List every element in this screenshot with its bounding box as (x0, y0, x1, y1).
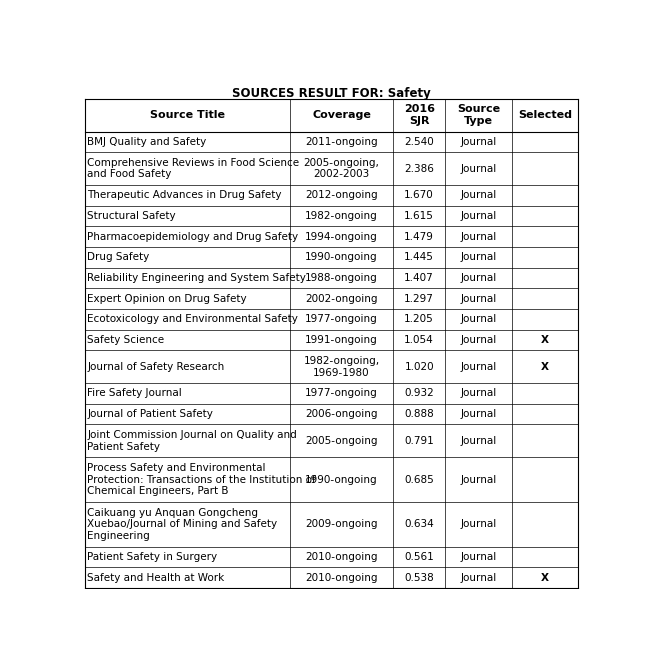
Text: 0.888: 0.888 (404, 409, 434, 419)
Text: 1.445: 1.445 (404, 252, 434, 262)
Text: 1982-ongoing: 1982-ongoing (305, 211, 378, 221)
Text: Journal: Journal (460, 190, 496, 201)
Text: 1.020: 1.020 (404, 361, 434, 372)
Text: 1.205: 1.205 (404, 314, 434, 324)
Text: 2.540: 2.540 (404, 137, 434, 147)
Text: 2005-ongoing,
2002-2003: 2005-ongoing, 2002-2003 (303, 158, 379, 179)
Text: 1.297: 1.297 (404, 294, 434, 304)
Text: 2005-ongoing: 2005-ongoing (305, 436, 378, 446)
Text: Therapeutic Advances in Drug Safety: Therapeutic Advances in Drug Safety (87, 190, 281, 201)
Text: Process Safety and Environmental
Protection: Transactions of the Institution of
: Process Safety and Environmental Protect… (87, 463, 316, 496)
Text: Journal: Journal (460, 273, 496, 283)
Text: X: X (541, 573, 549, 583)
Text: 1.479: 1.479 (404, 232, 434, 242)
Text: Ecotoxicology and Environmental Safety: Ecotoxicology and Environmental Safety (87, 314, 298, 324)
Text: Journal: Journal (460, 164, 496, 173)
Text: 0.791: 0.791 (404, 436, 434, 446)
Text: Coverage: Coverage (312, 110, 371, 120)
Text: Journal of Safety Research: Journal of Safety Research (87, 361, 225, 372)
Text: Journal: Journal (460, 232, 496, 242)
Text: Journal: Journal (460, 552, 496, 562)
Text: Selected: Selected (518, 110, 572, 120)
Text: Caikuang yu Anquan Gongcheng
Xuebao/Journal of Mining and Safety
Engineering: Caikuang yu Anquan Gongcheng Xuebao/Jour… (87, 508, 278, 541)
Text: Journal: Journal (460, 335, 496, 345)
Text: 1.670: 1.670 (404, 190, 434, 201)
Text: Journal of Patient Safety: Journal of Patient Safety (87, 409, 213, 419)
Text: Journal: Journal (460, 409, 496, 419)
Text: Journal: Journal (460, 573, 496, 583)
Text: Journal: Journal (460, 436, 496, 446)
Text: 1.407: 1.407 (404, 273, 434, 283)
Text: 2006-ongoing: 2006-ongoing (305, 409, 378, 419)
Text: 1991-ongoing: 1991-ongoing (305, 335, 378, 345)
Text: BMJ Quality and Safety: BMJ Quality and Safety (87, 137, 206, 147)
Text: SOURCES RESULT FOR: Safety: SOURCES RESULT FOR: Safety (232, 87, 431, 100)
Text: 0.561: 0.561 (404, 552, 434, 562)
Text: 2009-ongoing: 2009-ongoing (305, 520, 378, 530)
Text: Reliability Engineering and System Safety: Reliability Engineering and System Safet… (87, 273, 306, 283)
Text: Joint Commission Journal on Quality and
Patient Safety: Joint Commission Journal on Quality and … (87, 430, 297, 451)
Text: 1990-ongoing: 1990-ongoing (305, 475, 378, 485)
Text: 2012-ongoing: 2012-ongoing (305, 190, 378, 201)
Text: 2011-ongoing: 2011-ongoing (305, 137, 378, 147)
Text: 1988-ongoing: 1988-ongoing (305, 273, 378, 283)
Text: Safety and Health at Work: Safety and Health at Work (87, 573, 225, 583)
Text: Journal: Journal (460, 314, 496, 324)
Text: Structural Safety: Structural Safety (87, 211, 176, 221)
Text: Source
Type: Source Type (457, 104, 500, 126)
Text: Journal: Journal (460, 252, 496, 262)
Text: Pharmacoepidemiology and Drug Safety: Pharmacoepidemiology and Drug Safety (87, 232, 298, 242)
Text: X: X (541, 361, 549, 372)
Text: Journal: Journal (460, 137, 496, 147)
Text: 2.386: 2.386 (404, 164, 434, 173)
Text: Journal: Journal (460, 361, 496, 372)
Text: 0.685: 0.685 (404, 475, 434, 485)
Text: 0.538: 0.538 (404, 573, 434, 583)
Text: Patient Safety in Surgery: Patient Safety in Surgery (87, 552, 217, 562)
Text: 2016
SJR: 2016 SJR (404, 104, 435, 126)
Text: Journal: Journal (460, 389, 496, 399)
Text: Expert Opinion on Drug Safety: Expert Opinion on Drug Safety (87, 294, 247, 304)
Text: Source Title: Source Title (149, 110, 225, 120)
Text: 1994-ongoing: 1994-ongoing (305, 232, 378, 242)
Text: Comprehensive Reviews in Food Science
and Food Safety: Comprehensive Reviews in Food Science an… (87, 158, 300, 179)
Text: 1982-ongoing,
1969-1980: 1982-ongoing, 1969-1980 (303, 356, 380, 377)
Text: 2002-ongoing: 2002-ongoing (305, 294, 378, 304)
Text: X: X (541, 335, 549, 345)
Text: 2010-ongoing: 2010-ongoing (305, 573, 378, 583)
Text: Journal: Journal (460, 475, 496, 485)
Text: 1.054: 1.054 (404, 335, 434, 345)
Text: 1977-ongoing: 1977-ongoing (305, 389, 378, 399)
Text: 0.634: 0.634 (404, 520, 434, 530)
Text: 2010-ongoing: 2010-ongoing (305, 552, 378, 562)
Text: Journal: Journal (460, 520, 496, 530)
Text: Journal: Journal (460, 211, 496, 221)
Text: 1990-ongoing: 1990-ongoing (305, 252, 378, 262)
Text: Safety Science: Safety Science (87, 335, 164, 345)
Text: 1.615: 1.615 (404, 211, 434, 221)
Text: 0.932: 0.932 (404, 389, 434, 399)
Text: Fire Safety Journal: Fire Safety Journal (87, 389, 182, 399)
Text: 1977-ongoing: 1977-ongoing (305, 314, 378, 324)
Text: Drug Safety: Drug Safety (87, 252, 149, 262)
Text: Journal: Journal (460, 294, 496, 304)
